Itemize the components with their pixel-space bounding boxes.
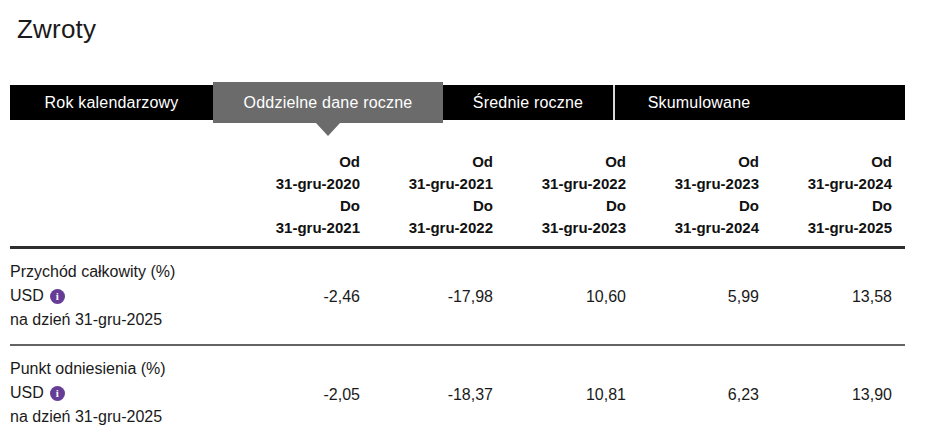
value-cell: -2,05 xyxy=(227,346,360,429)
header-from-label: Od xyxy=(493,151,626,173)
table-row-total-return: Przychód całkowity (%) USD i na dzień 31… xyxy=(10,249,905,346)
column-header-period-5: Od 31-gru-2024 Do 31-gru-2025 xyxy=(759,151,892,239)
row-currency-line: USD i xyxy=(10,284,227,308)
value-cell: 13,90 xyxy=(759,346,892,429)
tab-skumulowane[interactable]: Skumulowane xyxy=(615,85,783,120)
tab-oddzielne-dane-roczne[interactable]: Oddzielne dane roczne xyxy=(213,82,443,123)
header-from-label: Od xyxy=(360,151,493,173)
header-from-date: 31-gru-2021 xyxy=(360,173,493,195)
tab-label: Średnie roczne xyxy=(473,94,583,112)
tab-label: Skumulowane xyxy=(648,94,751,112)
returns-section: Zwroty Rok kalendarzowy Oddzielne dane r… xyxy=(0,13,944,429)
selected-tab-pointer-icon xyxy=(316,123,340,136)
header-to-date: 31-gru-2021 xyxy=(227,217,360,239)
header-to-label: Do xyxy=(360,195,493,217)
table-header-row: Od 31-gru-2020 Do 31-gru-2021 Od 31-gru-… xyxy=(10,145,905,249)
row-as-of-date: na dzień 31-gru-2025 xyxy=(10,308,227,332)
header-to-label: Do xyxy=(227,195,360,217)
value-cell: 10,60 xyxy=(493,249,626,344)
row-currency: USD xyxy=(10,381,44,405)
tab-srednie-roczne[interactable]: Średnie roczne xyxy=(443,85,613,120)
value-cell: 13,58 xyxy=(759,249,892,344)
header-from-date: 31-gru-2020 xyxy=(227,173,360,195)
value-cell: -18,37 xyxy=(360,346,493,429)
returns-tab-bar: Rok kalendarzowy Oddzielne dane roczne Ś… xyxy=(10,85,905,120)
row-currency: USD xyxy=(10,284,44,308)
header-spacer xyxy=(10,151,227,239)
row-currency-line: USD i xyxy=(10,381,227,405)
tab-label: Rok kalendarzowy xyxy=(45,94,179,112)
value-cell: -17,98 xyxy=(360,249,493,344)
header-to-date: 31-gru-2023 xyxy=(493,217,626,239)
info-icon[interactable]: i xyxy=(50,386,65,401)
column-header-period-1: Od 31-gru-2020 Do 31-gru-2021 xyxy=(227,151,360,239)
value-cell: 5,99 xyxy=(626,249,759,344)
header-to-date: 31-gru-2022 xyxy=(360,217,493,239)
value-cell: 6,23 xyxy=(626,346,759,429)
header-from-label: Od xyxy=(626,151,759,173)
value-cell: -2,46 xyxy=(227,249,360,344)
tab-rok-kalendarzowy[interactable]: Rok kalendarzowy xyxy=(10,85,213,120)
value-cell: 10,81 xyxy=(493,346,626,429)
tab-bar-filler xyxy=(783,85,905,120)
header-to-label: Do xyxy=(493,195,626,217)
header-to-date: 31-gru-2025 xyxy=(759,217,892,239)
row-label: Przychód całkowity (%) USD i na dzień 31… xyxy=(10,249,227,344)
row-name: Punkt odniesienia (%) xyxy=(10,357,227,381)
row-as-of-date: na dzień 31-gru-2025 xyxy=(10,405,227,429)
table-row-benchmark: Punkt odniesienia (%) USD i na dzień 31-… xyxy=(10,346,905,429)
row-name: Przychód całkowity (%) xyxy=(10,260,227,284)
header-from-label: Od xyxy=(759,151,892,173)
header-from-date: 31-gru-2023 xyxy=(626,173,759,195)
column-header-period-4: Od 31-gru-2023 Do 31-gru-2024 xyxy=(626,151,759,239)
column-header-period-2: Od 31-gru-2021 Do 31-gru-2022 xyxy=(360,151,493,239)
header-from-date: 31-gru-2022 xyxy=(493,173,626,195)
page-title: Zwroty xyxy=(17,13,944,45)
header-to-date: 31-gru-2024 xyxy=(626,217,759,239)
returns-table: Od 31-gru-2020 Do 31-gru-2021 Od 31-gru-… xyxy=(10,145,905,429)
header-to-label: Do xyxy=(626,195,759,217)
header-to-label: Do xyxy=(759,195,892,217)
column-header-period-3: Od 31-gru-2022 Do 31-gru-2023 xyxy=(493,151,626,239)
row-label: Punkt odniesienia (%) USD i na dzień 31-… xyxy=(10,346,227,429)
header-from-label: Od xyxy=(227,151,360,173)
info-icon[interactable]: i xyxy=(50,289,65,304)
tab-label: Oddzielne dane roczne xyxy=(244,94,413,112)
header-from-date: 31-gru-2024 xyxy=(759,173,892,195)
